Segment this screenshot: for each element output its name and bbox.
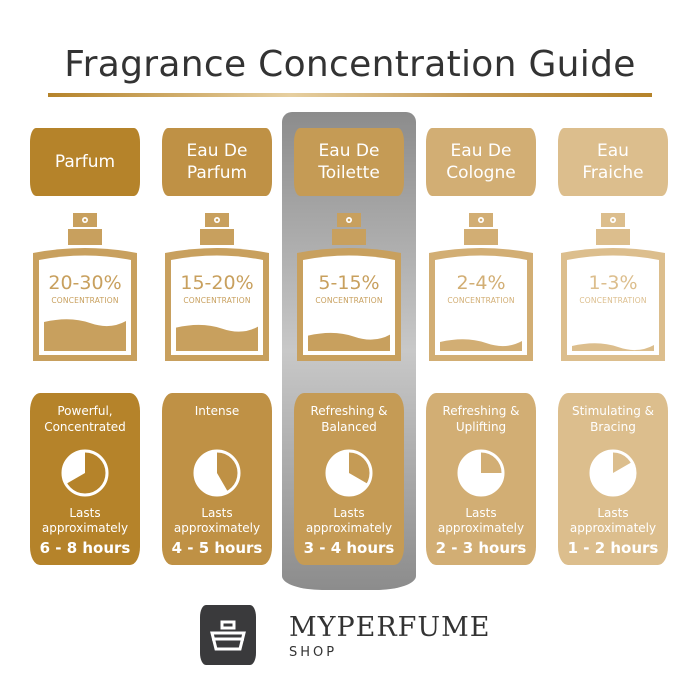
concentration-label: CONCENTRATION bbox=[447, 296, 515, 305]
brand-subtitle: SHOP bbox=[289, 645, 338, 660]
bottle-icon bbox=[561, 213, 665, 361]
concentration-label: CONCENTRATION bbox=[315, 296, 383, 305]
lasts-label: Lasts approximately bbox=[173, 506, 261, 535]
brand-name: MYPERFUME bbox=[289, 612, 491, 643]
concentration-label: CONCENTRATION bbox=[51, 296, 119, 305]
brand-logo bbox=[200, 605, 256, 665]
info-card: Intense Lasts approximately 4 - 5 hours bbox=[162, 393, 272, 565]
perfume-bottle-logo-icon bbox=[210, 620, 246, 651]
duration-hours: 2 - 3 hours bbox=[435, 539, 527, 557]
concentration-label: CONCENTRATION bbox=[579, 296, 647, 305]
concentration-value: 2-4% bbox=[456, 272, 506, 294]
type-label: Parfum bbox=[30, 128, 140, 196]
character-text: Stimulating & Bracing bbox=[571, 404, 655, 434]
type-label: Eau Fraiche bbox=[558, 128, 668, 196]
character-text: Powerful, Concentrated bbox=[44, 404, 126, 434]
lasts-label: Lasts approximately bbox=[305, 506, 393, 535]
concentration-value: 1-3% bbox=[588, 272, 638, 294]
character-text: Refreshing & Balanced bbox=[310, 404, 388, 434]
fragrance-column: Eau De Parfum 15-20% CONCENTRATION Inten… bbox=[162, 0, 272, 600]
lasts-label: Lasts approximately bbox=[437, 506, 525, 535]
info-card: Stimulating & Bracing Lasts approximatel… bbox=[558, 393, 668, 565]
duration-hours: 1 - 2 hours bbox=[567, 539, 659, 557]
lasts-label: Lasts approximately bbox=[569, 506, 657, 535]
type-label: Eau De Cologne bbox=[426, 128, 536, 196]
info-card: Powerful, Concentrated Lasts approximate… bbox=[30, 393, 140, 565]
fragrance-column: Parfum 20-30% CONCENTRATION Powerful, Co… bbox=[30, 0, 140, 600]
liquid-level bbox=[440, 339, 522, 351]
liquid-level bbox=[572, 343, 654, 351]
bottle-icon bbox=[33, 213, 137, 361]
clock-pie-icon bbox=[457, 449, 505, 497]
clock-pie-icon bbox=[193, 449, 241, 497]
fragrance-column: Eau De Cologne 2-4% CONCENTRATION Refres… bbox=[426, 0, 536, 600]
concentration-value: 15-20% bbox=[180, 272, 254, 294]
liquid-level bbox=[308, 332, 390, 351]
type-label: Eau De Parfum bbox=[162, 128, 272, 196]
clock-pie-icon bbox=[61, 449, 109, 497]
info-card: Refreshing & Uplifting Lasts approximate… bbox=[426, 393, 536, 565]
concentration-label: CONCENTRATION bbox=[183, 296, 251, 305]
liquid-level bbox=[44, 319, 126, 351]
character-text: Refreshing & Uplifting bbox=[442, 404, 520, 434]
fragrance-column: Eau Fraiche 1-3% CONCENTRATION Stimulati… bbox=[558, 0, 668, 600]
clock-pie-icon bbox=[589, 449, 637, 497]
type-label: Eau De Toilette bbox=[294, 128, 404, 196]
bottle-icon bbox=[429, 213, 533, 361]
bottle-icon bbox=[297, 213, 401, 361]
duration-hours: 4 - 5 hours bbox=[171, 539, 263, 557]
title-divider bbox=[48, 93, 652, 97]
duration-hours: 3 - 4 hours bbox=[303, 539, 395, 557]
lasts-label: Lasts approximately bbox=[41, 506, 129, 535]
concentration-value: 5-15% bbox=[318, 272, 380, 294]
clock-pie-icon bbox=[325, 449, 373, 497]
info-card: Refreshing & Balanced Lasts approximatel… bbox=[294, 393, 404, 565]
bottle-icon bbox=[165, 213, 269, 361]
duration-hours: 6 - 8 hours bbox=[39, 539, 131, 557]
liquid-level bbox=[176, 324, 258, 351]
character-text: Intense bbox=[194, 404, 240, 418]
page-title: Fragrance Concentration Guide bbox=[64, 44, 636, 85]
concentration-value: 20-30% bbox=[48, 272, 122, 294]
fragrance-column: Eau De Toilette 5-15% CONCENTRATION Refr… bbox=[294, 0, 404, 600]
